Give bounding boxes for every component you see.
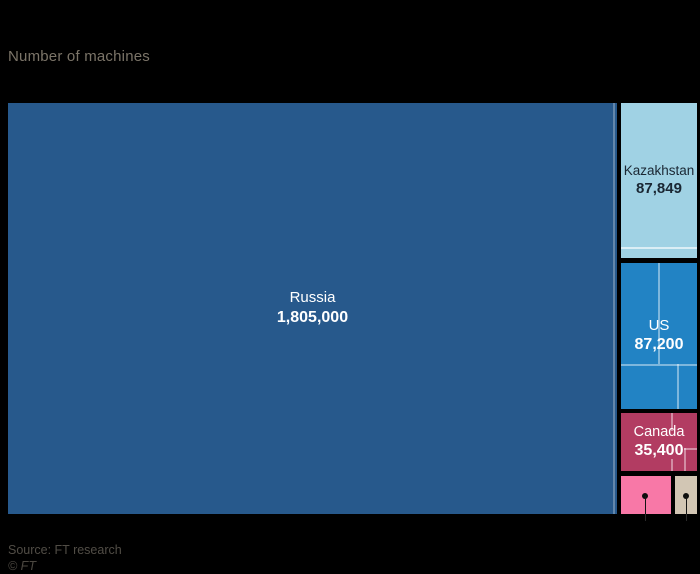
treemap-block-us: US 87,200 [621, 263, 697, 409]
treemap-subdivider [684, 448, 686, 471]
treemap-subdivider [621, 247, 697, 249]
block-label-russia: Russia [289, 289, 336, 307]
block-value-kazakhstan: 87,849 [636, 179, 682, 197]
treemap-subdivider [613, 103, 615, 514]
block-value-russia: 1,805,000 [276, 308, 349, 326]
leader-line [685, 496, 687, 514]
block-value-canada: 35,400 [634, 442, 684, 460]
treemap-block-russia: Russia 1,805,000 [8, 103, 617, 514]
treemap-subdivider [671, 459, 673, 471]
leader-line [685, 514, 687, 521]
treemap-subdivider [621, 364, 697, 366]
block-label-kazakhstan: Kazakhstan [623, 162, 695, 178]
block-value-us: 87,200 [634, 336, 684, 354]
copyright-note: © FT [8, 559, 36, 573]
block-label-us: US [648, 316, 670, 334]
treemap-block-canada: Canada 35,400 [621, 413, 697, 471]
source-note: Source: FT research [8, 543, 122, 557]
treemap-subdivider [677, 364, 679, 409]
treemap-subdivider [658, 263, 660, 364]
treemap-block-kazakhstan: Kazakhstan 87,849 [621, 103, 697, 258]
treemap-subdivider [671, 413, 673, 431]
block-label-canada: Canada [633, 423, 685, 440]
chart-title: Number of machines [8, 48, 150, 65]
leader-line [644, 514, 646, 521]
leader-line [644, 496, 646, 514]
treemap-subdivider [684, 448, 697, 450]
